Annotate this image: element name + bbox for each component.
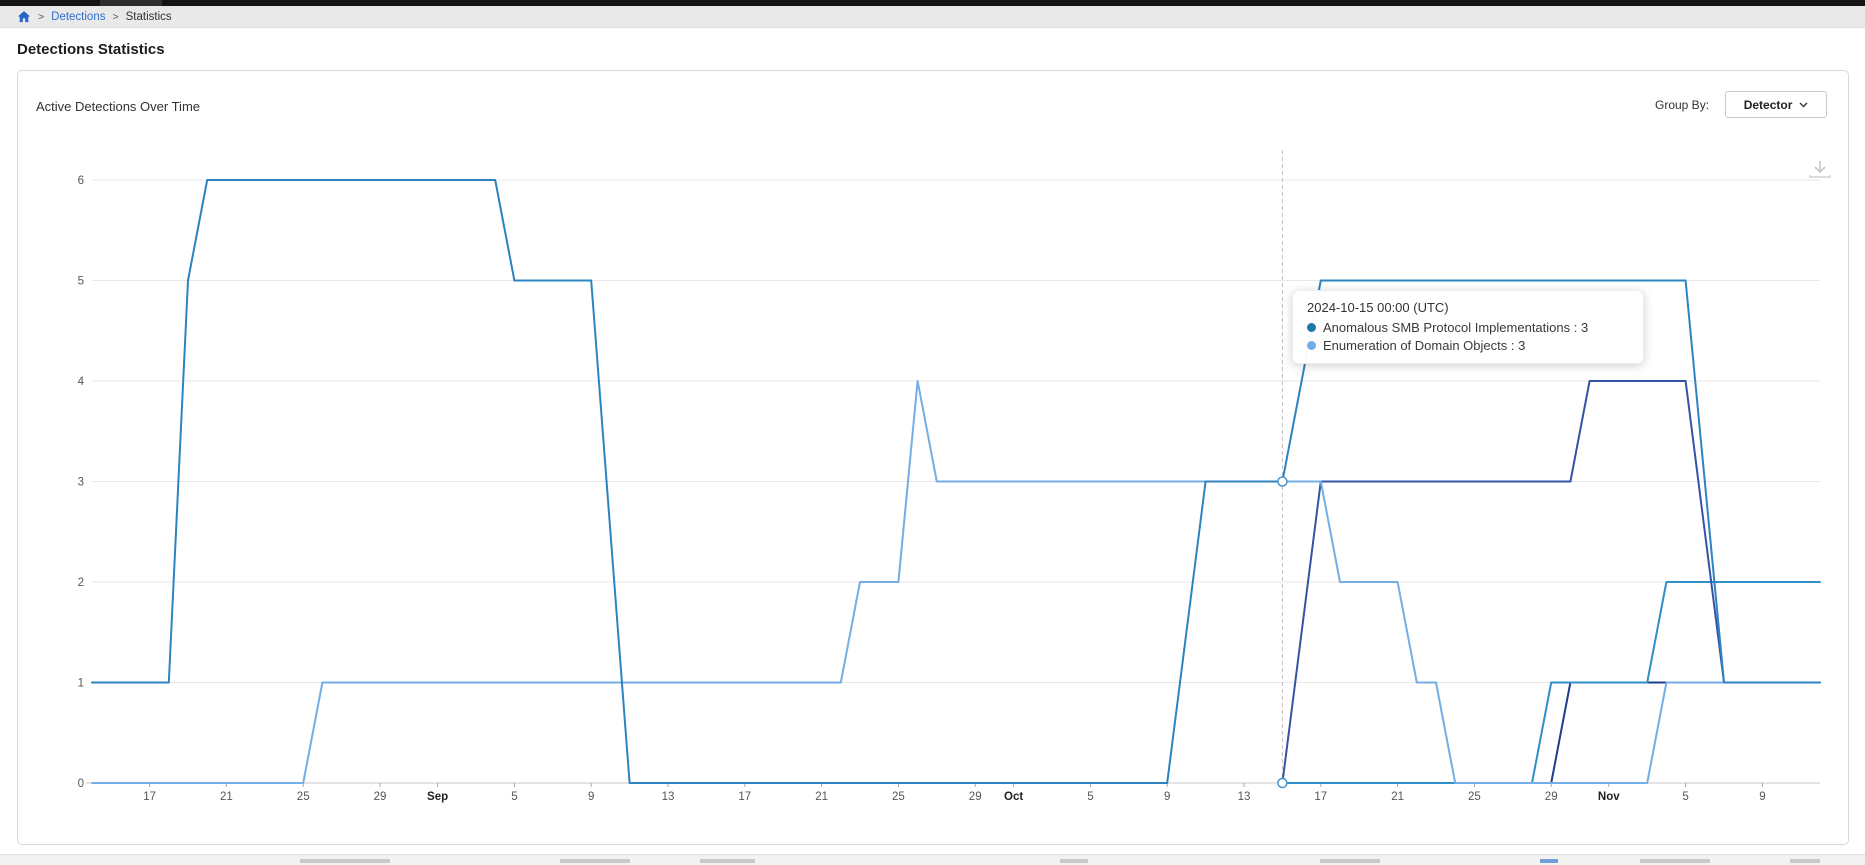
group-by-control: Group By: Detector	[1655, 91, 1828, 118]
breadcrumb-link-detections[interactable]: Detections	[51, 10, 106, 23]
window-top-bar-segment	[100, 0, 162, 6]
download-icon[interactable]	[1806, 158, 1834, 182]
breadcrumb-separator: >	[112, 10, 119, 23]
series-color-dot	[1307, 341, 1316, 350]
bottom-cutoff-strip	[0, 854, 1865, 865]
chart-panel-title: Active Detections Over Time	[36, 99, 200, 114]
breadcrumb-separator: >	[38, 10, 45, 23]
group-by-value: Detector	[1743, 97, 1793, 112]
tooltip-series-row: Enumeration of Domain Objects : 3	[1307, 338, 1629, 353]
chart-card	[17, 70, 1849, 845]
group-by-label: Group By:	[1655, 97, 1710, 112]
group-by-dropdown[interactable]: Detector	[1725, 91, 1828, 118]
breadcrumb-current-statistics: Statistics	[125, 10, 172, 23]
tooltip-timestamp: 2024-10-15 00:00 (UTC)	[1307, 300, 1449, 315]
breadcrumb: > Detections > Statistics	[0, 6, 1865, 28]
page-title: Detections Statistics	[17, 41, 165, 58]
home-icon[interactable]	[17, 10, 31, 23]
window-top-bar	[0, 0, 1865, 6]
chevron-down-icon	[1792, 102, 1808, 108]
tooltip-series-text: Anomalous SMB Protocol Implementations :…	[1323, 320, 1589, 335]
tooltip-series-row: Anomalous SMB Protocol Implementations :…	[1307, 320, 1629, 335]
tooltip-series-text: Enumeration of Domain Objects : 3	[1323, 338, 1526, 353]
chart-tooltip: 2024-10-15 00:00 (UTC) Anomalous SMB Pro…	[1292, 290, 1644, 364]
series-color-dot	[1307, 323, 1316, 332]
